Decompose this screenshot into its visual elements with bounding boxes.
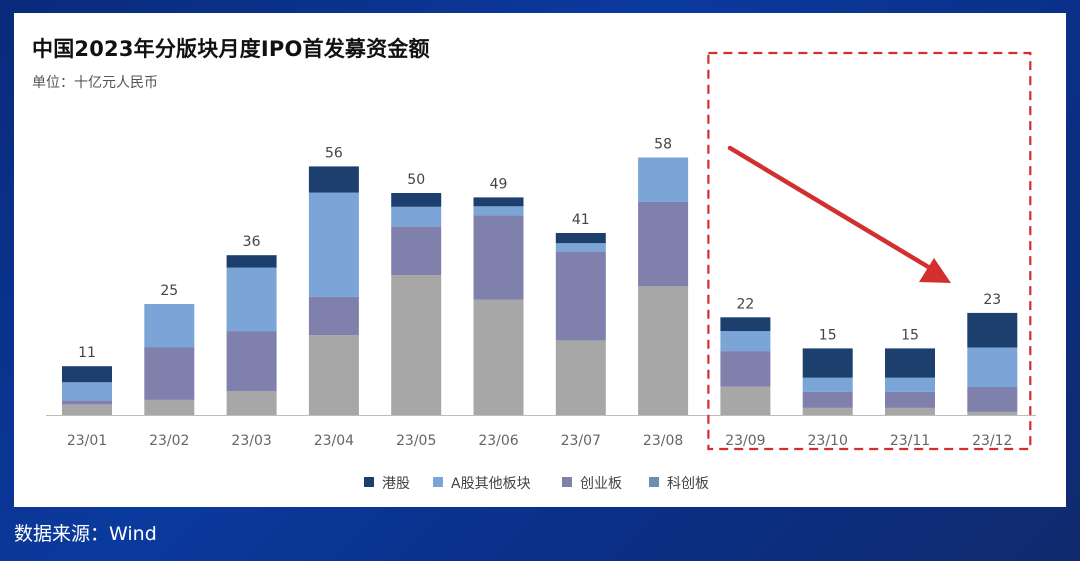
bar-segment [308, 192, 359, 297]
bar-segment [308, 166, 359, 193]
bar-segment [308, 296, 359, 336]
bar-total-label: 15 [901, 327, 919, 343]
bar-segment [62, 404, 112, 415]
x-tick-label: 23/12 [972, 433, 1012, 449]
bar-segment [638, 157, 689, 202]
bar-segment [555, 233, 606, 244]
bar-segment [308, 335, 359, 415]
chart-title: 中国2023年分版块月度IPO首发募资金额 [32, 37, 430, 61]
data-source: 数据来源：Wind [14, 523, 157, 545]
x-tick-label: 23/03 [231, 433, 271, 449]
bar-total-label: 23 [983, 292, 1001, 308]
x-tick-label: 23/11 [890, 433, 930, 449]
bar-segment [802, 377, 853, 392]
bar-segment [638, 201, 689, 287]
x-tick-label: 23/07 [561, 433, 601, 449]
bar-segment [967, 347, 1018, 387]
legend-swatch [562, 477, 572, 487]
legend-label: A股其他板块 [451, 476, 531, 492]
bar-segment [885, 391, 935, 408]
x-tick-label: 23/08 [643, 433, 683, 449]
bar-segment [391, 226, 442, 276]
bar-segment [473, 215, 524, 300]
bar-segment [555, 243, 606, 252]
bar-segment [720, 331, 771, 352]
bar-total-label: 11 [78, 345, 96, 361]
bar-segment [144, 304, 195, 348]
bar-total-label: 58 [654, 137, 672, 153]
bar-segment [967, 411, 1018, 415]
bar-segment [555, 340, 606, 415]
chart-card [14, 13, 1066, 507]
bar-segment [391, 206, 442, 227]
bar-segment [473, 206, 524, 216]
bar-total-label: 56 [325, 145, 343, 161]
bar-segment [802, 348, 853, 378]
highlight-dashed-box [707, 51, 1032, 451]
bar-segment [226, 255, 277, 268]
bar-segment [473, 299, 524, 415]
bar-segment [226, 267, 277, 332]
bar-segment [885, 377, 935, 392]
chart-unit-subtitle: 单位：十亿元人民币 [32, 75, 158, 91]
x-tick-label: 23/02 [149, 433, 189, 449]
x-tick-label: 23/09 [725, 433, 765, 449]
bar-segment [144, 347, 195, 400]
legend-swatch [433, 477, 443, 487]
x-tick-label: 23/06 [478, 433, 518, 449]
bar-segment [62, 382, 112, 401]
bar-segment [720, 317, 771, 332]
x-tick-label: 23/04 [314, 433, 354, 449]
legend-label: 科创板 [667, 476, 709, 492]
bar-total-label: 49 [490, 176, 508, 192]
trend-arrow-line [727, 145, 933, 271]
legend-swatch [649, 477, 659, 487]
bar-total-label: 25 [160, 283, 178, 299]
bar-segment [967, 387, 1018, 412]
bar-segment [391, 275, 442, 415]
bar-segment [885, 407, 935, 415]
bar-segment [720, 386, 771, 415]
legend-swatch [364, 477, 374, 487]
bar-total-label: 22 [736, 296, 754, 312]
bar-segment [967, 312, 1018, 348]
bar-segment [885, 348, 935, 378]
bar-total-label: 41 [572, 212, 590, 228]
bar-segment [391, 193, 442, 207]
bar-segment [555, 251, 606, 341]
bar-total-label: 36 [243, 234, 261, 250]
bar-segment [802, 407, 853, 415]
bar-segment [473, 197, 524, 207]
bar-total-label: 15 [819, 327, 837, 343]
bar-segment [802, 391, 853, 408]
legend-label: 创业板 [580, 476, 622, 492]
bar-total-label: 50 [407, 172, 425, 188]
x-tick-label: 23/10 [808, 433, 848, 449]
bar-segment [226, 331, 277, 391]
x-tick-label: 23/01 [67, 433, 107, 449]
bar-segment [144, 399, 195, 415]
bar-segment [62, 400, 112, 405]
bar-segment [226, 391, 277, 415]
bar-segment [720, 351, 771, 387]
trend-arrow-head [919, 258, 951, 283]
x-tick-label: 23/05 [396, 433, 436, 449]
legend-label: 港股 [382, 476, 410, 492]
bar-segment [62, 366, 112, 383]
bar-segment [638, 286, 689, 415]
